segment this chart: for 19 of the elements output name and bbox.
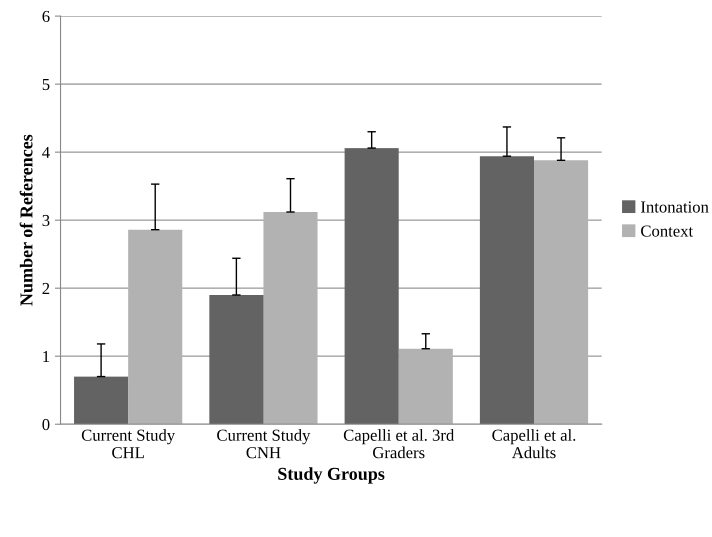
y-tick-label: 6 (42, 10, 50, 22)
x-axis-title: Study Groups (278, 467, 384, 484)
y-tick-label: 5 (42, 79, 50, 90)
y-tick-label: 0 (42, 418, 50, 430)
legend-label: Intonation (640, 201, 709, 213)
bar (344, 148, 399, 424)
y-axis-title: Number of References (20, 134, 33, 306)
bar (209, 294, 264, 424)
bar (74, 376, 128, 424)
x-tick-label: Current Study CHL (82, 429, 176, 458)
y-tick-label: 4 (42, 146, 50, 158)
y-tick-label: 2 (42, 282, 50, 294)
bar (480, 156, 534, 424)
y-tick-label: 3 (42, 214, 50, 226)
x-tick-label: Capelli et al. Adults (492, 429, 576, 458)
y-tick-label: 1 (43, 350, 50, 362)
x-tick-label: Capelli et al. 3rd Graders (344, 429, 454, 458)
legend-label: Context (641, 225, 694, 237)
x-tick-label: Current Study CNH (217, 429, 310, 458)
